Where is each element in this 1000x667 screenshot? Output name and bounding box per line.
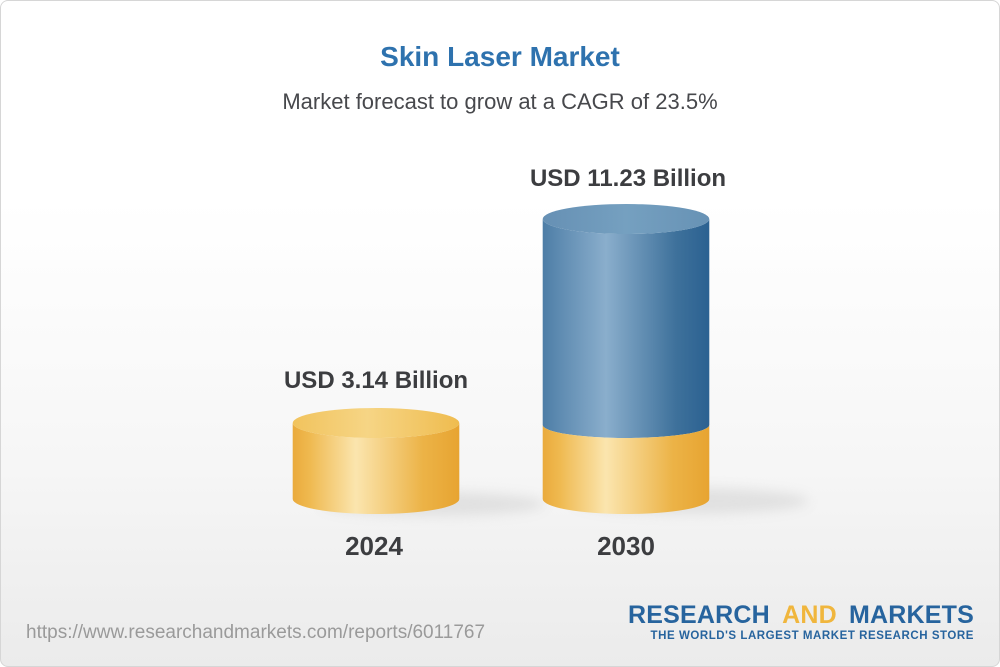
logo-wordmark: RESEARCH AND MARKETS xyxy=(628,603,974,628)
bar-2030-base-segment xyxy=(542,425,710,514)
logo-tagline: THE WORLD'S LARGEST MARKET RESEARCH STOR… xyxy=(650,630,974,642)
bar-2030-growth-segment xyxy=(542,219,710,438)
value-label-2030: USD 11.23 Billion xyxy=(529,165,727,192)
research-and-markets-logo: RESEARCH AND MARKETS THE WORLD'S LARGEST… xyxy=(628,603,974,643)
value-label-2024: USD 3.14 Billion xyxy=(283,367,469,394)
bar-2024-cylinder-body xyxy=(292,423,460,514)
logo-word-markets: MARKETS xyxy=(848,601,974,629)
chart-subtitle: Market forecast to grow at a CAGR of 23.… xyxy=(282,89,718,114)
bar-2030-cylinder-top xyxy=(542,204,710,234)
report-url: https://www.researchandmarkets.com/repor… xyxy=(26,622,486,643)
bar-2024-cylinder-top xyxy=(292,408,460,438)
category-label-2030: 2030 xyxy=(597,531,655,561)
logo-word-research: RESEARCH xyxy=(628,601,770,629)
logo-word-and: AND xyxy=(782,601,837,629)
category-label-2024: 2024 xyxy=(345,531,403,561)
page-title: Skin Laser Market xyxy=(380,41,620,72)
